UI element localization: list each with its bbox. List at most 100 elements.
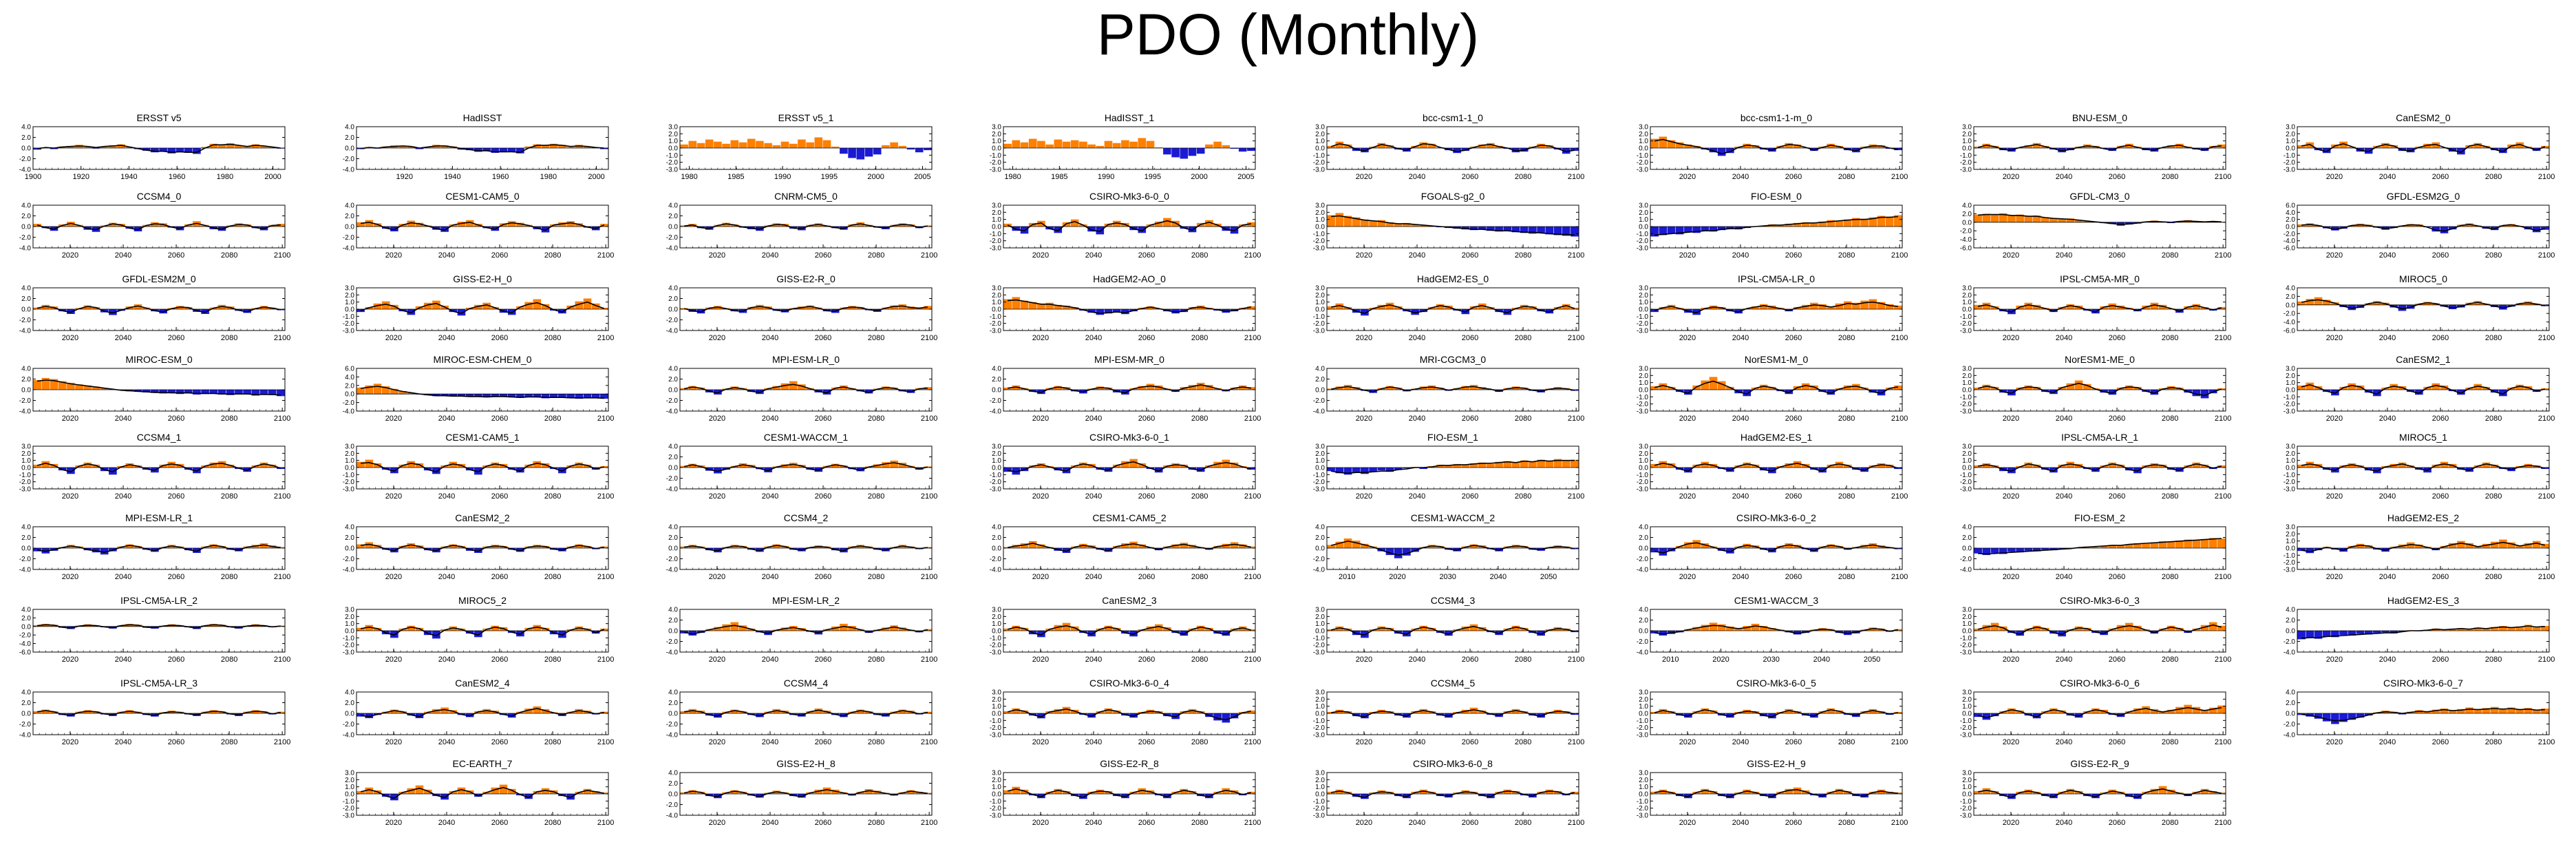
bar xyxy=(680,388,688,390)
bar xyxy=(1335,468,1344,474)
bar xyxy=(1726,148,1734,154)
y-tick-label: 2.0 xyxy=(1639,373,1648,380)
bar xyxy=(2348,304,2356,311)
bar xyxy=(1495,461,1503,468)
y-tick-label: 2.0 xyxy=(668,376,678,384)
bar xyxy=(1377,220,1386,227)
y-tick-label: 3.0 xyxy=(992,285,1001,293)
panel-title: CESM1-CAM5_0 xyxy=(445,191,520,202)
bar xyxy=(2032,143,2041,148)
bar xyxy=(1562,304,1571,309)
panel-title: FIO-ESM_1 xyxy=(1427,432,1478,443)
x-tick-label: 2080 xyxy=(2162,173,2178,181)
bar xyxy=(2091,309,2100,314)
x-tick-label: 2060 xyxy=(2432,492,2449,501)
x-tick-label: 2040 xyxy=(2056,173,2072,181)
bar xyxy=(798,384,806,390)
y-tick-label: 4.0 xyxy=(992,366,1001,373)
bar xyxy=(1520,304,1529,309)
panel-title: CSIRO-Mk3-6-0_0 xyxy=(1089,191,1169,202)
bar xyxy=(1701,380,1710,390)
x-tick-label: 2100 xyxy=(274,251,290,260)
x-tick-label: 2080 xyxy=(2485,173,2502,181)
bar xyxy=(2297,224,2306,227)
panel-title: MPI-ESM-LR_1 xyxy=(125,512,193,523)
bar xyxy=(423,468,432,471)
x-tick-label: 2060 xyxy=(1138,251,1155,260)
bar xyxy=(1810,222,1818,227)
bar xyxy=(1180,148,1189,159)
bar xyxy=(2008,390,2016,396)
bar xyxy=(1785,463,1793,468)
bar xyxy=(738,142,747,148)
x-tick-label: 2020 xyxy=(2003,173,2019,181)
bar xyxy=(423,147,432,148)
y-tick-label: 1.0 xyxy=(1639,216,1648,224)
x-tick-label: 2040 xyxy=(1490,573,1507,581)
bar xyxy=(2356,543,2365,548)
bar xyxy=(1112,464,1121,468)
y-tick-label: 2.0 xyxy=(1315,131,1325,138)
x-tick-label: 2020 xyxy=(1679,334,1696,342)
y-tick-label: 0.0 xyxy=(992,387,1001,395)
bar xyxy=(1403,222,1411,227)
y-tick-label: 0.0 xyxy=(1315,145,1325,153)
y-tick-label: -1.0 xyxy=(1637,313,1649,321)
y-tick-label: 0.0 xyxy=(1315,387,1325,395)
y-tick-label: 2.0 xyxy=(992,534,1001,542)
bar xyxy=(2133,386,2142,390)
bar xyxy=(2541,468,2549,470)
bar xyxy=(1012,297,1021,309)
bar xyxy=(2158,304,2167,309)
x-tick-label: 2100 xyxy=(2538,415,2555,423)
bar xyxy=(259,462,268,468)
bar xyxy=(2398,304,2407,311)
x-tick-label: 1980 xyxy=(540,173,557,181)
bar xyxy=(1571,148,1579,151)
bar xyxy=(1709,227,1718,232)
y-tick-label: 2.0 xyxy=(1962,534,1972,542)
bar xyxy=(1238,544,1247,548)
y-tick-label: -3.0 xyxy=(1637,328,1649,335)
panel-title: GFDL-ESM2G_0 xyxy=(2387,191,2460,202)
bar xyxy=(440,227,449,232)
y-tick-label: 2.0 xyxy=(21,615,31,622)
x-tick-label: 2020 xyxy=(2326,334,2343,342)
x-tick-label: 2080 xyxy=(1838,251,1855,260)
bar xyxy=(1743,143,1752,148)
bar xyxy=(1104,309,1113,314)
x-tick-label: 2060 xyxy=(1138,573,1155,581)
bar xyxy=(2100,306,2108,309)
bar xyxy=(1394,306,1403,309)
bar xyxy=(2524,543,2533,548)
y-tick-label: -4.0 xyxy=(666,408,679,416)
y-tick-label: -1.0 xyxy=(1960,152,1972,160)
bar xyxy=(1377,143,1386,148)
bar xyxy=(898,463,907,468)
bar xyxy=(193,390,201,395)
bar xyxy=(2448,304,2457,309)
y-tick-label: -2.0 xyxy=(666,159,679,167)
y-tick-label: 0.0 xyxy=(21,545,31,553)
y-tick-label: -2.0 xyxy=(1960,401,1972,408)
x-tick-label: 2020 xyxy=(62,415,78,423)
bar xyxy=(201,309,209,314)
bar xyxy=(1188,148,1197,156)
bar xyxy=(1385,468,1394,472)
y-tick-label: -2.0 xyxy=(343,399,355,407)
bar xyxy=(1785,223,1793,227)
bar xyxy=(2008,468,2016,474)
bar xyxy=(2490,227,2499,231)
bar xyxy=(83,385,92,390)
bar xyxy=(705,139,714,148)
y-tick-label: 2.0 xyxy=(2286,531,2295,538)
bar xyxy=(1054,304,1063,309)
bar xyxy=(2381,143,2389,148)
y-tick-label: -2.0 xyxy=(666,397,679,405)
bar xyxy=(2066,461,2075,468)
y-tick-label: -2.0 xyxy=(19,317,32,324)
y-tick-label: 2.0 xyxy=(1315,450,1325,458)
bar xyxy=(1877,390,1886,396)
x-tick-label: 2040 xyxy=(1732,173,1749,181)
